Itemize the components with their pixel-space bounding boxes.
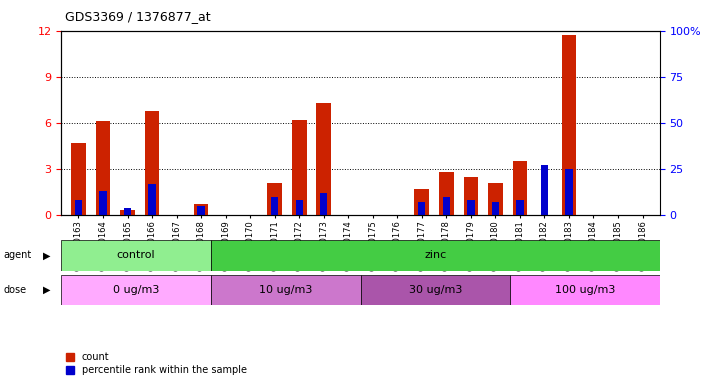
Bar [149,184,156,215]
Text: zinc: zinc [424,250,446,260]
Text: 100 ug/m3: 100 ug/m3 [554,285,615,295]
Bar [211,275,360,305]
Text: 30 ug/m3: 30 ug/m3 [409,285,462,295]
Bar [271,197,278,215]
Text: GDS3369 / 1376877_at: GDS3369 / 1376877_at [65,10,211,23]
Bar [124,208,131,215]
Bar [488,183,503,215]
Bar [562,35,576,215]
Bar [418,202,425,215]
Bar [71,143,86,215]
Bar [541,165,548,215]
Bar [211,240,660,271]
Text: 10 ug/m3: 10 ug/m3 [259,285,312,295]
Legend: count, percentile rank within the sample: count, percentile rank within the sample [66,353,247,375]
Bar [360,275,510,305]
Bar [443,197,450,215]
Bar [194,204,208,215]
Text: ▶: ▶ [43,250,50,260]
Bar [317,103,331,215]
Text: dose: dose [4,285,27,295]
Bar [464,177,478,215]
Bar [267,183,282,215]
Bar [415,189,429,215]
Bar [198,206,205,215]
Bar [292,120,306,215]
Bar [510,275,660,305]
Text: agent: agent [4,250,32,260]
Bar [96,121,110,215]
Text: ▶: ▶ [43,285,50,295]
Text: control: control [117,250,156,260]
Bar [320,193,327,215]
Bar [61,240,211,271]
Bar [513,161,527,215]
Bar [296,200,303,215]
Bar [120,210,135,215]
Bar [516,200,523,215]
Bar [145,111,159,215]
Bar [61,275,211,305]
Bar [99,191,107,215]
Bar [75,200,82,215]
Bar [439,172,454,215]
Bar [492,202,499,215]
Text: 0 ug/m3: 0 ug/m3 [113,285,159,295]
Bar [467,200,474,215]
Bar [565,169,572,215]
